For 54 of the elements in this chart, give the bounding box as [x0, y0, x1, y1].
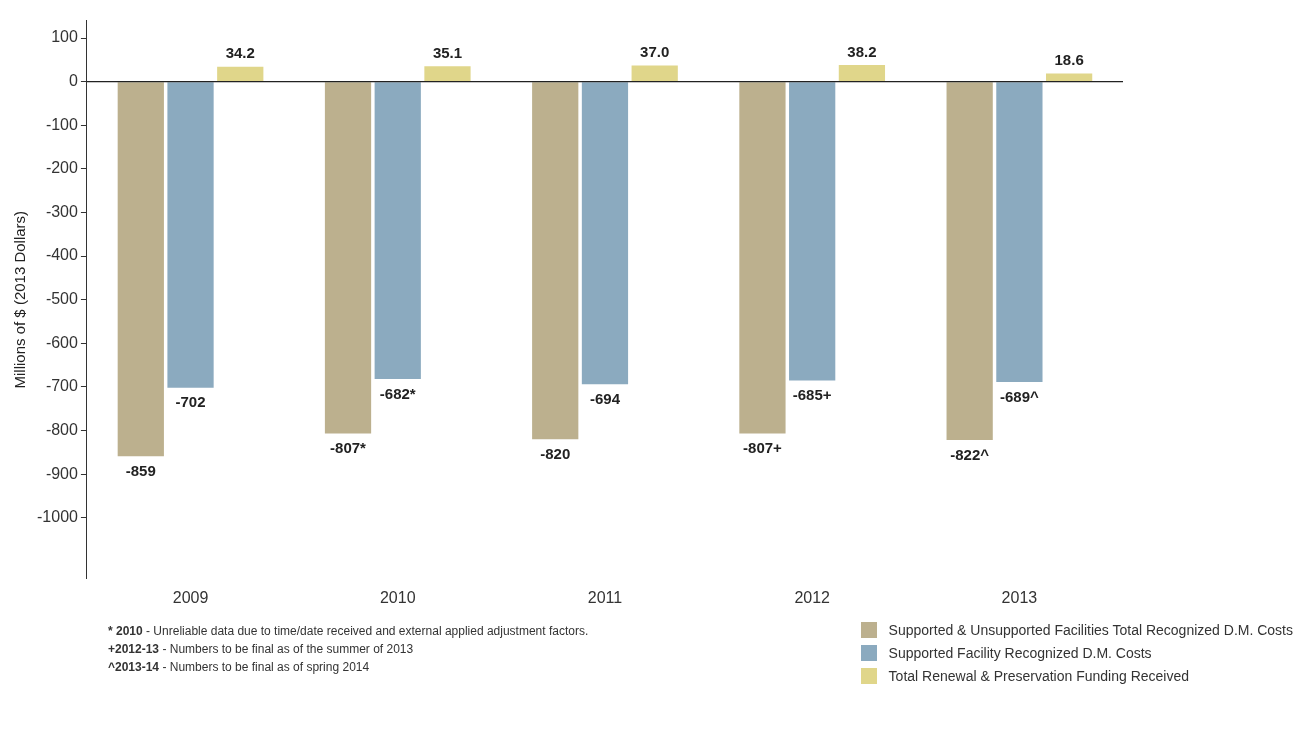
y-tick-label: -900	[45, 464, 79, 482]
bar	[117, 82, 164, 457]
data-label: 37.0	[640, 43, 670, 61]
y-tick-label: -600	[45, 333, 79, 351]
data-label: -820	[540, 444, 571, 462]
bar	[946, 82, 993, 441]
y-tick-label: 100	[51, 28, 79, 46]
text: ^2013-14 - Numbers to be final as of spring 2014	[108, 659, 371, 676]
bar	[631, 65, 678, 82]
bar	[789, 82, 836, 381]
legend-label: Total Renewal & Preservation Funding Received	[888, 668, 1189, 684]
data-label: -689^	[999, 387, 1040, 405]
legend-label: Supported & Unsupported Facilities Total Recognized D.M. Costs	[888, 622, 1293, 638]
y-tick-label: -400	[45, 246, 79, 264]
y-tick-label: -500	[45, 290, 79, 308]
x-tick-label: 2009	[172, 588, 209, 606]
y-tick-label: -800	[45, 420, 79, 438]
data-label: -685+	[792, 386, 832, 404]
bar	[739, 82, 786, 434]
y-axis-title: Millions of $ (2013 Dollars)	[11, 210, 29, 389]
y-tick-label: -700	[45, 377, 79, 395]
x-tick-label: 2010	[379, 588, 416, 606]
data-label: -682*	[379, 384, 416, 402]
bar	[424, 66, 471, 82]
data-label: 35.1	[432, 43, 463, 61]
data-label: -807*	[330, 439, 367, 457]
bar	[838, 64, 886, 82]
x-tick-label: 2012	[794, 588, 831, 606]
bar	[1046, 73, 1093, 82]
y-tick-label: -200	[45, 159, 79, 177]
data-label: -702	[175, 393, 206, 411]
bar	[532, 82, 579, 440]
data-label: -807+	[743, 439, 783, 457]
data-label: -694	[589, 389, 621, 407]
text: * 2010 - Unreliable data due to time/date received and external applied adjustment factors.	[108, 623, 589, 640]
data-label: 18.6	[1054, 51, 1084, 69]
y-tick-label: -1000	[37, 508, 79, 526]
data-label: 34.2	[225, 44, 255, 62]
y-tick-label: -100	[45, 115, 79, 133]
legend-label: Supported Facility Recognized D.M. Costs	[888, 645, 1152, 661]
bar	[324, 82, 372, 434]
bar	[581, 82, 629, 385]
bar	[167, 82, 214, 388]
bar	[374, 82, 421, 380]
x-tick-label: 2013	[1001, 588, 1038, 606]
data-label: -822^	[950, 445, 990, 463]
data-label: 38.2	[847, 42, 877, 60]
y-tick-label: -300	[45, 202, 79, 220]
bar	[217, 66, 264, 82]
x-tick-label: 2011	[587, 588, 623, 606]
text: +2012-13 - Numbers to be final as of the summer of 2013	[108, 641, 415, 658]
data-label: -859	[125, 461, 156, 479]
y-tick-label: 0	[69, 72, 79, 90]
bar	[996, 82, 1043, 383]
